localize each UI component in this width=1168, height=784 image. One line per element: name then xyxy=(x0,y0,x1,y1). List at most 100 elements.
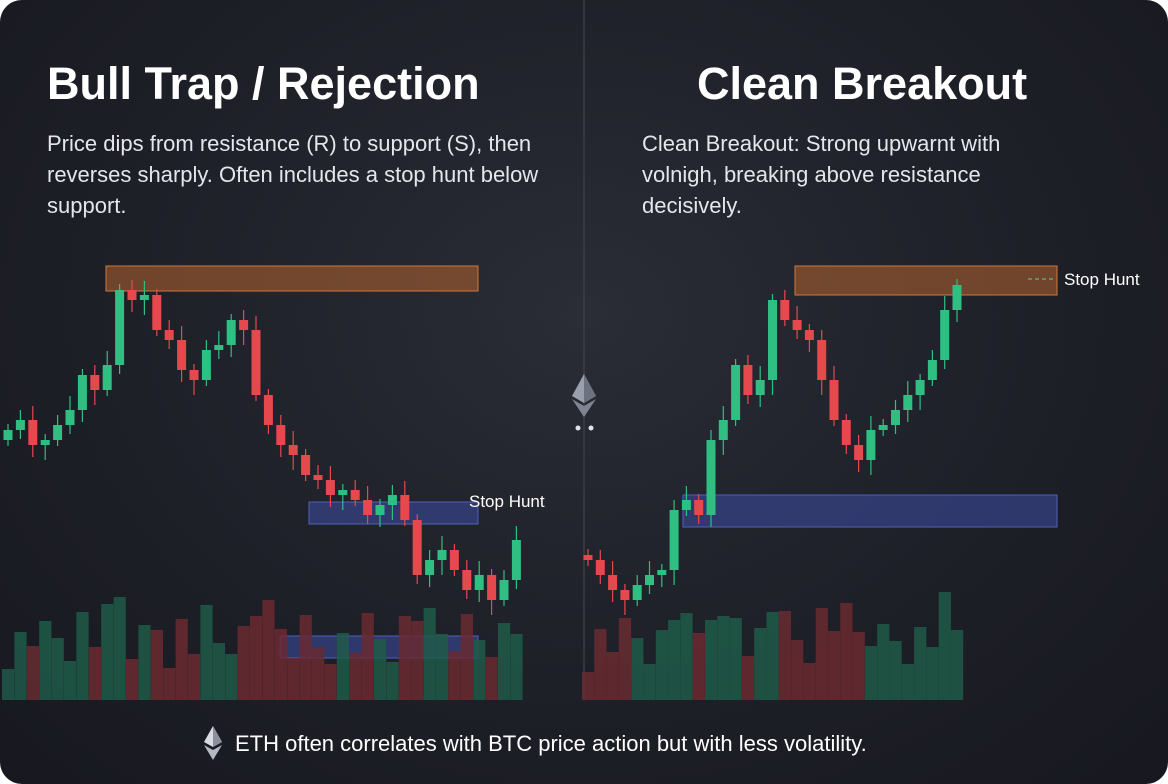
candle xyxy=(817,340,827,380)
volume-bar xyxy=(274,629,287,700)
candle xyxy=(338,490,348,495)
volume-bar xyxy=(225,654,238,700)
candle xyxy=(854,445,864,460)
candle xyxy=(462,570,472,590)
candle xyxy=(301,455,311,475)
candle xyxy=(412,520,422,575)
candle xyxy=(487,575,497,600)
volume-bar xyxy=(39,621,52,700)
volume-bar xyxy=(594,629,607,700)
candle xyxy=(891,410,900,425)
candle xyxy=(927,360,937,380)
candle xyxy=(620,590,630,600)
candle xyxy=(841,420,851,445)
candle xyxy=(425,560,435,575)
volume-bar xyxy=(631,638,644,700)
volume-bar xyxy=(643,664,656,700)
volume-bar xyxy=(766,612,779,700)
candle xyxy=(177,340,187,370)
volume-bar xyxy=(299,615,312,700)
volume-bar xyxy=(840,603,853,700)
candle xyxy=(780,300,790,320)
candle xyxy=(28,420,38,445)
volume-bar xyxy=(262,600,275,700)
volume-bar xyxy=(324,664,337,700)
candle xyxy=(127,290,137,300)
volume-bar xyxy=(717,616,730,700)
volume-bar xyxy=(113,597,126,700)
candle xyxy=(15,420,25,430)
volume-bar xyxy=(828,631,841,700)
volume-bar xyxy=(138,625,151,700)
volume-bar xyxy=(287,658,300,700)
candle xyxy=(768,300,777,380)
candle xyxy=(226,320,236,345)
candle xyxy=(313,475,323,480)
volume-bar xyxy=(473,640,486,700)
candle xyxy=(164,330,174,340)
eth-logo xyxy=(572,374,596,431)
candle xyxy=(263,395,273,425)
candle xyxy=(878,425,888,430)
volume-bar xyxy=(14,632,27,700)
candle xyxy=(829,380,839,420)
volume-bar xyxy=(692,633,705,700)
candle xyxy=(375,505,385,515)
volume-bar xyxy=(754,628,767,700)
candle xyxy=(3,430,13,440)
volume-bar xyxy=(349,653,362,700)
candle xyxy=(755,380,765,395)
volume-bar xyxy=(877,624,890,700)
volume-bar xyxy=(582,672,595,700)
volume-bar xyxy=(361,613,374,700)
candle xyxy=(743,365,753,395)
candle xyxy=(77,375,87,410)
volume-bar xyxy=(188,654,201,700)
candle xyxy=(276,425,286,445)
candle xyxy=(583,555,593,560)
panel-title: Bull Trap / Rejection xyxy=(47,58,480,109)
volume-bar xyxy=(200,605,213,700)
support-zone xyxy=(308,501,479,525)
volume-bar xyxy=(618,618,632,700)
volume-bar xyxy=(460,614,473,700)
candle xyxy=(681,500,691,510)
volume-bar xyxy=(126,659,139,700)
footer: ETH often correlates with BTC price acti… xyxy=(235,731,867,756)
candle xyxy=(239,320,249,330)
candle xyxy=(804,330,814,340)
candle xyxy=(632,585,642,600)
candle xyxy=(400,495,410,520)
candle xyxy=(694,500,704,515)
panel-description: Clean Breakout: Strong upwarnt with voln… xyxy=(642,131,1001,218)
volume-bar xyxy=(64,661,77,700)
eth-logo-small xyxy=(204,726,222,760)
volume-bar xyxy=(76,612,89,700)
volume-bar xyxy=(26,646,39,700)
candle xyxy=(437,550,447,560)
volume-bar xyxy=(864,646,878,700)
volume-bar xyxy=(2,669,15,700)
panel-title: Clean Breakout xyxy=(697,58,1028,109)
annotation: Stop Hunt xyxy=(1064,270,1140,289)
volume-bar xyxy=(606,652,619,700)
volume-bar xyxy=(498,623,511,700)
candle xyxy=(903,395,913,410)
candle xyxy=(387,495,397,505)
volume-bar xyxy=(88,647,101,700)
candle xyxy=(792,320,802,330)
candle xyxy=(288,445,298,455)
volume-bar xyxy=(741,656,755,700)
volume-bar xyxy=(655,630,668,700)
candle xyxy=(363,500,373,515)
candle xyxy=(731,365,741,420)
volume-bar xyxy=(336,633,349,700)
candle xyxy=(511,540,521,580)
candle xyxy=(325,480,335,495)
volume-bar xyxy=(729,618,742,700)
volume-bar xyxy=(938,592,951,700)
volume-bar xyxy=(423,608,436,700)
candle xyxy=(53,425,63,440)
volume-bar xyxy=(163,668,176,700)
candle xyxy=(214,345,224,350)
